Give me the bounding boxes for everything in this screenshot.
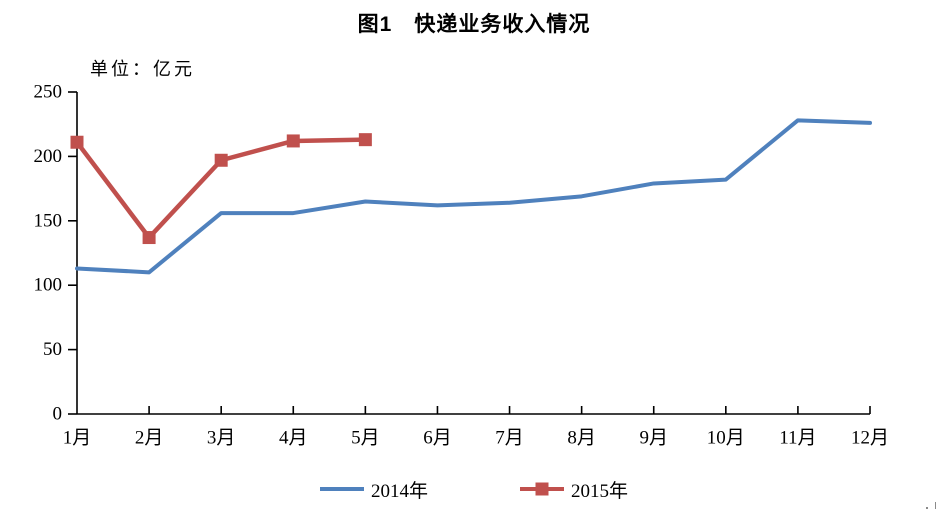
x-tick-label: 12月: [851, 428, 889, 449]
y-tick-label: 200: [34, 146, 63, 167]
x-tick-label: 4月: [279, 428, 308, 449]
corner-artifact: [926, 501, 936, 509]
y-tick-label: 50: [43, 339, 62, 360]
y-tick-label: 250: [34, 82, 63, 103]
legend: 2014年 2015年: [0, 474, 948, 504]
x-tick-label: 6月: [423, 428, 452, 449]
legend-swatch-line: [319, 487, 364, 491]
legend-item-2014年: 2014年: [319, 476, 428, 503]
legend-label: 2015年: [571, 480, 629, 502]
x-tick-label: 11月: [779, 428, 816, 449]
x-tick-label: 10月: [707, 428, 745, 449]
x-tick-label: 8月: [567, 428, 596, 449]
x-tick-label: 3月: [207, 428, 236, 449]
legend-marker-square: [535, 482, 549, 496]
series-marker-2015年: [70, 135, 84, 149]
chart-title: 图1 快递业务收入情况: [357, 13, 591, 36]
series-marker-2015年: [358, 133, 372, 147]
x-tick-label: 7月: [495, 428, 524, 449]
legend-item-2015年: 2015年: [520, 476, 628, 503]
legend-label: 2014年: [370, 480, 428, 502]
x-tick-label: 5月: [351, 428, 380, 449]
series-marker-2015年: [142, 231, 156, 245]
legend-swatch-line-marker: [520, 482, 564, 496]
series-marker-2015年: [286, 134, 300, 148]
series-marker-2015年: [214, 153, 228, 167]
x-tick-label: 2月: [135, 428, 164, 449]
series-line-2014年: [75, 118, 872, 275]
y-tick-label: 150: [34, 210, 63, 231]
x-tick-label: 9月: [639, 428, 668, 449]
unit-label: 单位：亿元: [90, 59, 195, 79]
x-tick-label: 1月: [63, 428, 92, 449]
y-tick-label: 100: [34, 275, 63, 296]
y-tick-label: 0: [53, 404, 63, 425]
